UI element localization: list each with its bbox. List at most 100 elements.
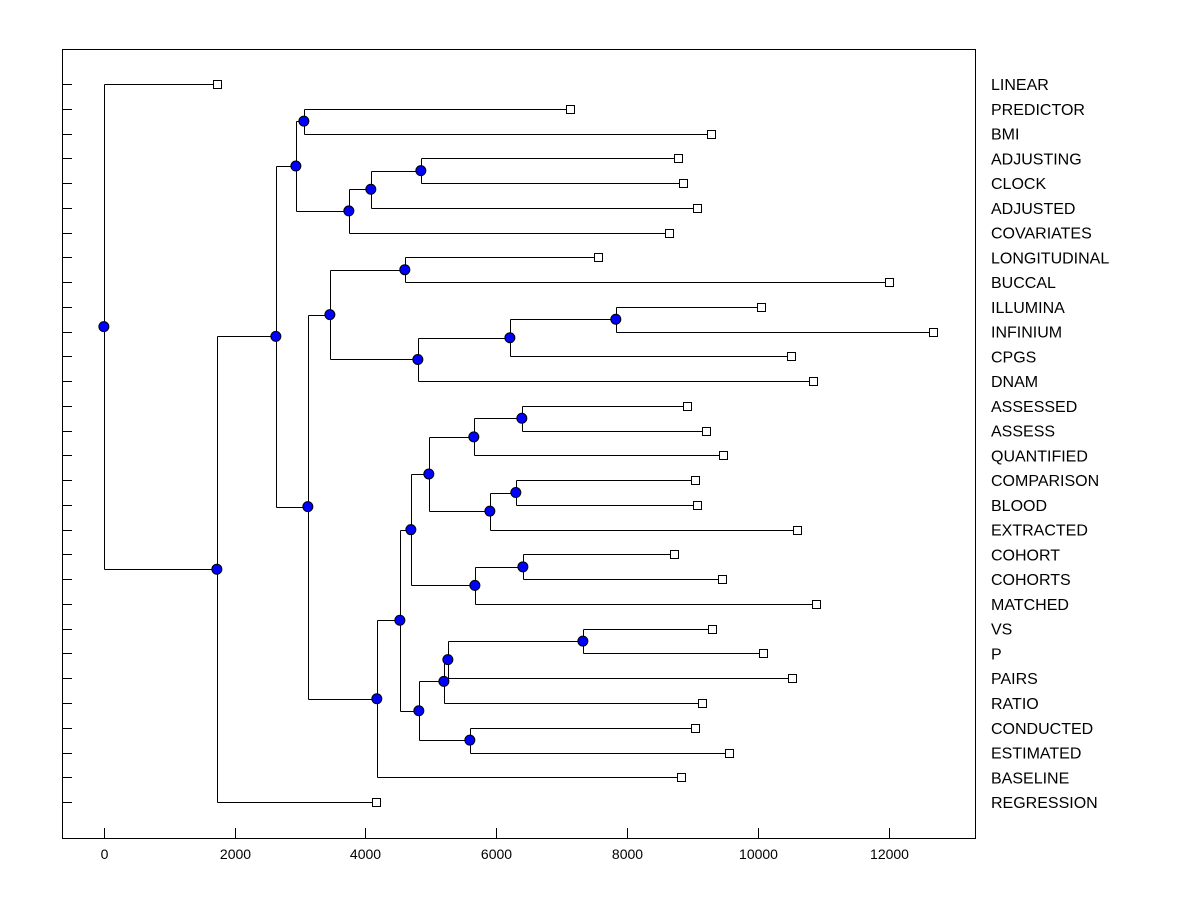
leaf-label: BASELINE <box>991 770 1069 787</box>
cluster-node-marker <box>343 205 355 217</box>
leaf-marker <box>707 130 716 139</box>
leaf-label: CONDUCTED <box>991 721 1093 738</box>
leaf-marker <box>213 80 222 89</box>
leaf-marker <box>693 204 702 213</box>
cluster-node-marker <box>412 353 424 365</box>
leaf-label: COHORTS <box>991 572 1071 589</box>
cluster-node-marker <box>423 468 435 480</box>
leaf-labels: LINEAR PREDICTOR BMI ADJUSTING CLOCK ADJUSTED… <box>991 77 1109 812</box>
leaf-marker <box>885 278 894 287</box>
leaf-marker <box>691 476 700 485</box>
x-tick-label: 0 <box>101 846 109 862</box>
leaf-label: DNAM <box>991 374 1038 391</box>
leaf-marker <box>665 229 674 238</box>
leaf-label: MATCHED <box>991 597 1069 614</box>
cluster-node-marker <box>415 165 427 177</box>
leaf-marker <box>674 154 683 163</box>
cluster-node-marker <box>464 734 476 746</box>
cluster-node-marker <box>413 705 425 717</box>
cluster-node-marker <box>468 431 480 443</box>
leaf-label: REGRESSION <box>991 795 1098 812</box>
cluster-node-marker <box>298 115 310 127</box>
cluster-node-marker <box>365 183 377 195</box>
leaf-marker <box>929 328 938 337</box>
cluster-node-marker <box>302 501 314 513</box>
cluster-node-marker <box>405 524 417 536</box>
plot-frame <box>62 49 976 839</box>
leaf-label: LINEAR <box>991 77 1049 94</box>
leaf-label: P <box>991 646 1002 663</box>
leaf-label: ILLUMINA <box>991 300 1065 317</box>
leaf-label: CPGS <box>991 349 1036 366</box>
cluster-node-marker <box>211 563 223 575</box>
leaf-label: QUANTIFIED <box>991 448 1088 465</box>
leaf-marker <box>718 575 727 584</box>
leaf-label: INFINIUM <box>991 325 1062 342</box>
leaf-label: COHORT <box>991 547 1060 564</box>
leaf-label: ADJUSTING <box>991 151 1082 168</box>
leaf-marker <box>787 352 796 361</box>
leaf-marker <box>594 253 603 262</box>
cluster-node-marker <box>290 160 302 172</box>
dendrogram-nodes <box>98 80 938 807</box>
cluster-node-marker <box>484 505 496 517</box>
leaf-marker <box>693 501 702 510</box>
x-tick-label: 6000 <box>481 846 512 862</box>
cluster-node-marker <box>270 330 282 342</box>
leaf-marker <box>759 649 768 658</box>
cluster-node-marker <box>438 675 450 687</box>
cluster-node-marker <box>371 693 383 705</box>
leaf-label: ASSESSED <box>991 399 1077 416</box>
leaf-label: EXTRACTED <box>991 523 1088 540</box>
leaf-marker <box>708 625 717 634</box>
leaf-marker <box>793 526 802 535</box>
x-tick-label: 2000 <box>220 846 251 862</box>
x-tick-label: 12000 <box>870 846 909 862</box>
leaf-marker <box>698 699 707 708</box>
leaf-marker <box>677 773 686 782</box>
cluster-node-marker <box>510 487 522 499</box>
leaf-marker <box>812 600 821 609</box>
cluster-node-marker <box>610 313 622 325</box>
leaf-marker <box>670 550 679 559</box>
leaf-marker <box>691 724 700 733</box>
leaf-label: COMPARISON <box>991 473 1099 490</box>
cluster-node-marker <box>394 614 406 626</box>
cluster-node-marker <box>399 264 411 276</box>
leaf-marker <box>566 105 575 114</box>
leaf-label: ADJUSTED <box>991 201 1075 218</box>
leaf-marker <box>683 402 692 411</box>
leaf-marker <box>679 179 688 188</box>
leaf-label: RATIO <box>991 696 1039 713</box>
leaf-label: ESTIMATED <box>991 746 1081 763</box>
leaf-label: BLOOD <box>991 498 1047 515</box>
leaf-marker <box>719 451 728 460</box>
cluster-node-marker <box>516 412 528 424</box>
leaf-label: PAIRS <box>991 671 1038 688</box>
leaf-label: ASSESS <box>991 424 1055 441</box>
leaf-label: BMI <box>991 127 1019 144</box>
leaf-marker <box>809 377 818 386</box>
leaf-label: CLOCK <box>991 176 1046 193</box>
leaf-label: VS <box>991 622 1012 639</box>
axis-ticks: 0 2000 4000 6000 8000 10000 12000 <box>62 84 909 862</box>
x-tick-label: 10000 <box>739 846 778 862</box>
leaf-marker <box>372 798 381 807</box>
x-tick-label: 8000 <box>612 846 643 862</box>
cluster-node-marker <box>504 332 516 344</box>
leaf-label: COVARIATES <box>991 226 1092 243</box>
leaf-marker <box>788 674 797 683</box>
cluster-node-marker <box>324 309 336 321</box>
cluster-node-marker <box>577 635 589 647</box>
leaf-marker <box>725 749 734 758</box>
cluster-node-marker <box>517 561 529 573</box>
cluster-node-marker <box>469 579 481 591</box>
leaf-label: BUCCAL <box>991 275 1056 292</box>
leaf-marker <box>757 303 766 312</box>
leaf-label: LONGITUDINAL <box>991 250 1109 267</box>
cluster-node-marker <box>442 654 454 666</box>
cluster-node-marker <box>98 321 110 333</box>
leaf-marker <box>702 427 711 436</box>
leaf-label: PREDICTOR <box>991 102 1085 119</box>
